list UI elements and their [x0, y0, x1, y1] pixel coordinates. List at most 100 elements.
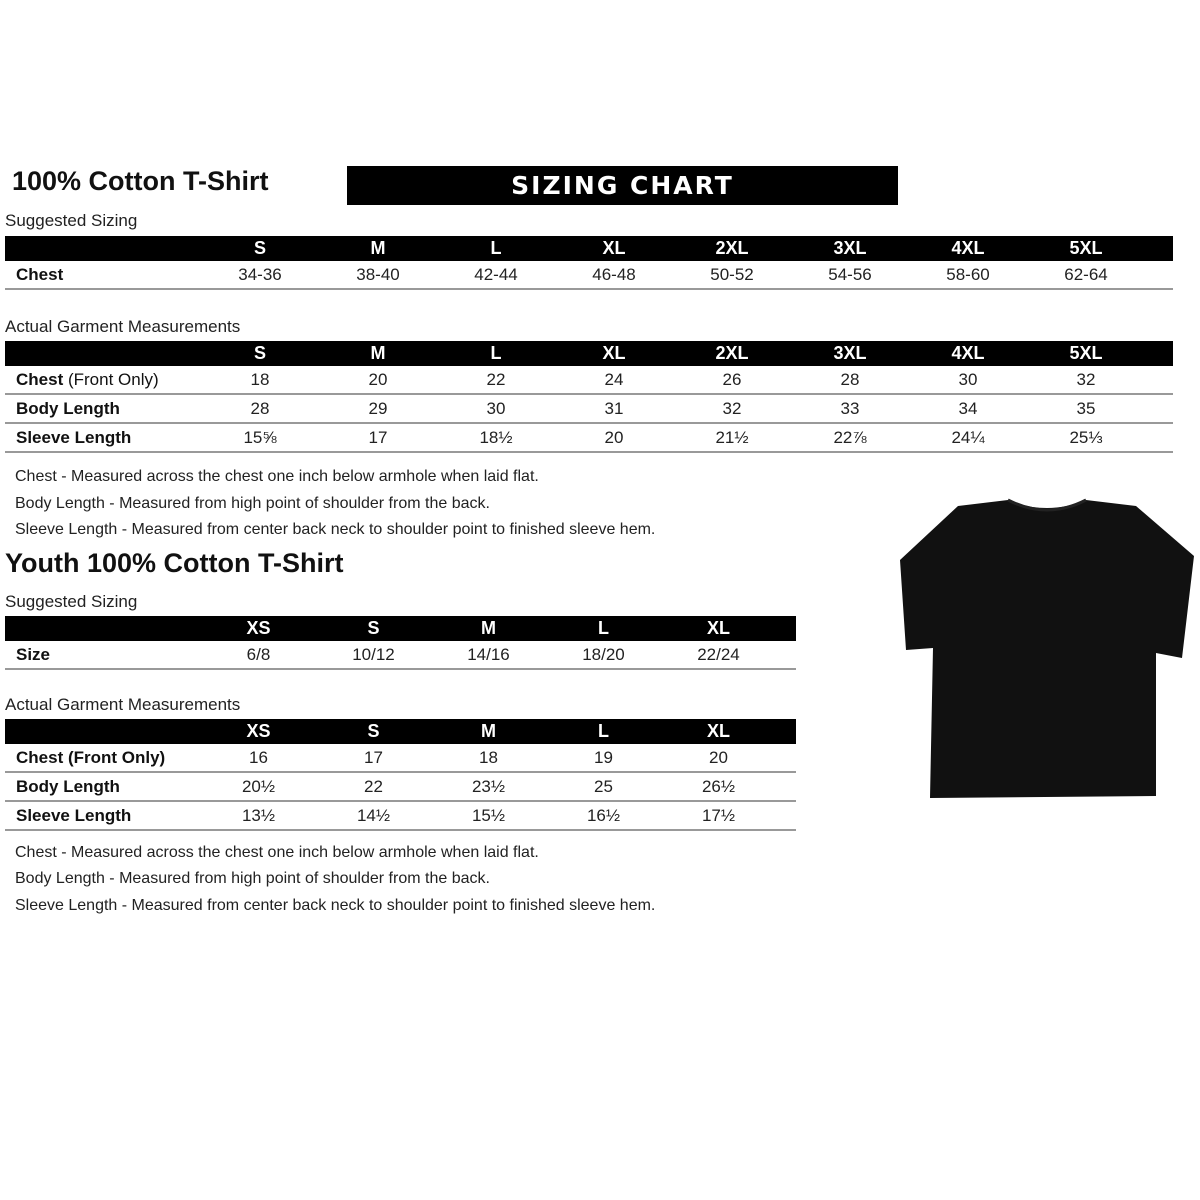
table-cell: 30: [486, 398, 506, 418]
table-cell: 20: [709, 747, 728, 767]
youth-suggested-table: XS S M L XL Size 6/8 10/12 14/16 18/20 22/24: [5, 616, 796, 670]
size-header: S: [367, 721, 380, 741]
size-header: 4XL: [951, 343, 985, 363]
adult-note-chest: Chest - Measured across the chest one in…: [15, 468, 539, 485]
size-header: 5XL: [1069, 238, 1103, 258]
size-header-row: S M L XL 2XL 3XL 4XL 5XL: [5, 341, 1173, 366]
table-cell: 38-40: [356, 264, 400, 284]
table-cell: 18/20: [582, 644, 625, 664]
table-row: Chest (Front Only) 16 17 18 19 20: [5, 744, 796, 773]
table-cell: 24: [604, 369, 624, 389]
size-header: 2XL: [715, 343, 749, 363]
size-header: S: [253, 238, 266, 258]
size-header-row: XS S M L XL: [5, 719, 796, 744]
table-cell: 17½: [701, 805, 736, 825]
table-cell: 25: [594, 776, 613, 796]
youth-actual-table: XS S M L XL Chest (Front Only) 16 17 18 19 20 Body …: [5, 719, 796, 831]
row-label-text: Chest: [16, 264, 64, 284]
table-cell: 18: [479, 747, 498, 767]
size-header: 4XL: [951, 238, 985, 258]
table-row: Chest 34-36 38-40 42-44 46-48 50-52 54-56 58-60…: [5, 261, 1173, 290]
table-cell: 15⅝: [243, 427, 277, 447]
table-cell: 15½: [471, 805, 506, 825]
row-label: Body Length: [5, 777, 201, 797]
table-cell: 16: [249, 747, 268, 767]
table-cell: 30: [958, 369, 978, 389]
table-row: Sleeve Length 15⅝ 17 18½ 20 21½ 22⅞ 24¼ 25⅓: [5, 424, 1173, 453]
size-header: S: [367, 618, 380, 638]
table-cell: 6/8: [246, 644, 271, 664]
youth-note-chest: Chest - Measured across the chest one in…: [15, 844, 539, 861]
size-header: M: [370, 238, 386, 258]
table-row: Body Length 28 29 30 31 32 33 34 35: [5, 395, 1173, 424]
table-cell: 33: [840, 398, 860, 418]
row-label: Chest (Front Only): [5, 370, 201, 390]
size-header: 2XL: [715, 238, 749, 258]
row-label: Body Length: [5, 399, 201, 419]
table-cell: 18: [250, 369, 270, 389]
table-cell: 24¼: [951, 427, 985, 447]
table-cell: 25⅓: [1069, 427, 1103, 447]
tshirt-icon: [900, 498, 1194, 798]
table-cell: 46-48: [592, 264, 636, 284]
size-header: XL: [706, 618, 730, 638]
table-row: Sleeve Length 13½ 14½ 15½ 16½ 17½: [5, 802, 796, 831]
table-cell: 62-64: [1064, 264, 1108, 284]
table-cell: 31: [604, 398, 624, 418]
table-cell: 32: [722, 398, 742, 418]
size-header: 3XL: [833, 238, 867, 258]
table-cell: 35: [1076, 398, 1096, 418]
size-header: S: [253, 343, 266, 363]
table-cell: 50-52: [710, 264, 754, 284]
row-label-text: Size: [16, 644, 51, 664]
table-cell: 28: [840, 369, 860, 389]
table-cell: 14/16: [467, 644, 510, 664]
size-header: M: [370, 343, 386, 363]
row-label: Sleeve Length: [5, 428, 201, 448]
row-label: Sleeve Length: [5, 806, 201, 826]
table-cell: 17: [364, 747, 383, 767]
adult-note-body: Body Length - Measured from high point o…: [15, 495, 490, 512]
adult-suggested-label: Suggested Sizing: [5, 211, 138, 230]
table-cell: 18½: [479, 427, 513, 447]
size-header: XL: [706, 721, 730, 741]
adult-actual-table: S M L XL 2XL 3XL 4XL 5XL Chest (Front Only) 18 20 2…: [5, 341, 1173, 453]
table-cell: 54-56: [828, 264, 872, 284]
youth-title: Youth 100% Cotton T-Shirt: [5, 548, 344, 578]
size-header: L: [490, 343, 502, 363]
size-header: M: [481, 618, 496, 638]
sizing-chart-banner: SIZING CHART: [347, 166, 898, 205]
table-cell: 22: [486, 369, 506, 389]
table-cell: 20: [368, 369, 388, 389]
table-cell: 10/12: [352, 644, 395, 664]
table-row: Body Length 20½ 22 23½ 25 26½: [5, 773, 796, 802]
table-cell: 21½: [715, 427, 749, 447]
size-header: L: [598, 618, 609, 638]
table-cell: 42-44: [474, 264, 518, 284]
row-label-extra: (Front Only): [67, 369, 159, 389]
table-cell: 23½: [471, 776, 506, 796]
table-cell: 14½: [356, 805, 391, 825]
table-row: Size 6/8 10/12 14/16 18/20 22/24: [5, 641, 796, 670]
table-cell: 20½: [241, 776, 276, 796]
youth-suggested-label: Suggested Sizing: [5, 592, 138, 611]
table-cell: 28: [250, 398, 270, 418]
row-label-text: Chest: [16, 369, 64, 389]
row-label: Chest (Front Only): [5, 748, 201, 768]
size-header: XS: [246, 618, 271, 638]
size-header: L: [490, 238, 502, 258]
table-cell: 29: [368, 398, 388, 418]
adult-actual-label: Actual Garment Measurements: [5, 317, 241, 336]
table-cell: 17: [368, 427, 388, 447]
size-header: M: [481, 721, 496, 741]
size-header: XS: [246, 721, 271, 741]
youth-note-body: Body Length - Measured from high point o…: [15, 870, 490, 887]
table-cell: 19: [594, 747, 613, 767]
youth-actual-label: Actual Garment Measurements: [5, 695, 241, 714]
youth-note-sleeve: Sleeve Length - Measured from center bac…: [15, 897, 656, 914]
table-cell: 22: [364, 776, 383, 796]
table-cell: 13½: [241, 805, 276, 825]
row-label: Size: [5, 645, 201, 665]
row-label-text: Body Length: [16, 776, 120, 796]
table-cell: 34: [958, 398, 978, 418]
